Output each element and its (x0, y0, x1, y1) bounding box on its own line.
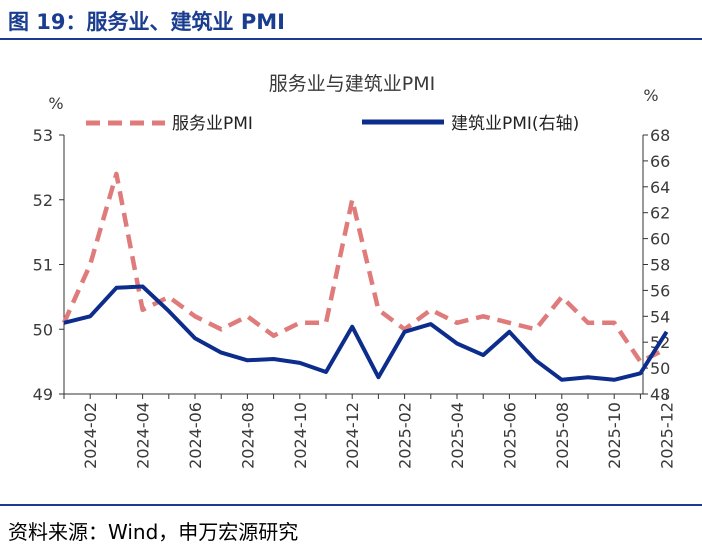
right-y-tick-label: 56 (650, 281, 670, 300)
x-tick-label: 2025-08 (553, 402, 572, 469)
right-y-tick-label: 48 (650, 385, 670, 404)
x-tick-label: 2024-08 (238, 402, 257, 469)
left-y-tick-label: 51 (33, 256, 53, 275)
left-y-tick-label: 50 (33, 320, 53, 339)
right-y-tick-label: 64 (650, 178, 670, 197)
right-y-tick-label: 50 (650, 359, 670, 378)
services-pmi-line (61, 171, 668, 364)
legend-construction-label: 建筑业PMI(右轴) (451, 114, 579, 134)
right-axis-unit: % (643, 86, 658, 105)
x-tick-label: 2025-10 (605, 402, 624, 469)
right-y-tick-label: 68 (650, 126, 670, 145)
right-y-tick-label: 60 (650, 230, 670, 249)
left-y-tick-label: 52 (33, 191, 53, 210)
right-y-tick-label: 62 (650, 204, 670, 223)
legend-services-label: 服务业PMI (172, 114, 253, 134)
source-rule (0, 504, 702, 506)
x-tick-label: 2024-02 (81, 402, 100, 469)
right-y-tick-label: 54 (650, 307, 670, 326)
left-axis-unit: % (48, 94, 63, 113)
x-tick-label: 2025-04 (448, 402, 467, 469)
right-y-tick-label: 66 (650, 152, 670, 171)
figure-title: 图 19：服务业、建筑业 PMI (8, 10, 285, 34)
x-tick-label: 2025-06 (500, 402, 519, 469)
x-tick-label: 2025-12 (658, 402, 677, 469)
x-tick-label: 2024-10 (291, 402, 310, 469)
left-y-tick-label: 53 (33, 126, 53, 145)
construction-pmi-line (63, 284, 669, 382)
source-note: 资料来源：Wind，申万宏源研究 (8, 520, 299, 544)
x-tick-label: 2024-12 (343, 402, 362, 469)
x-tick-label: 2024-04 (134, 402, 153, 469)
left-y-tick-label: 49 (33, 385, 53, 404)
right-y-tick-label: 58 (650, 256, 670, 275)
chart-title: 服务业与建筑业PMI (269, 73, 435, 95)
x-tick-label: 2024-06 (186, 402, 205, 469)
x-tick-label: 2025-02 (396, 402, 415, 469)
title-rule (0, 38, 702, 40)
